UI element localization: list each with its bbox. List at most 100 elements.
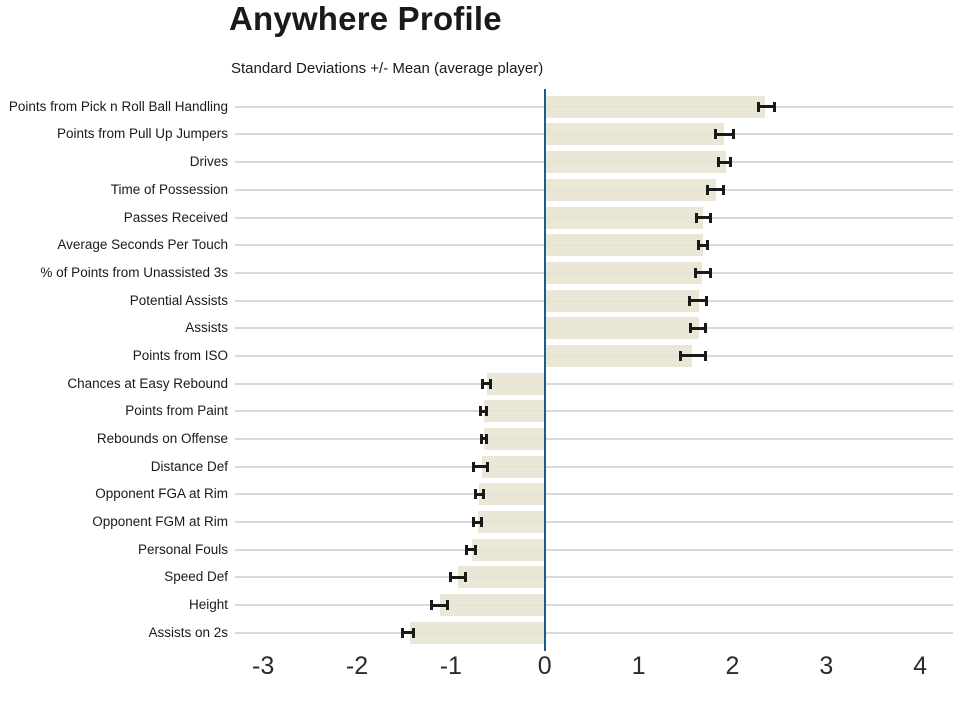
x-tick-label-neg2: -2 [345,652,369,680]
category-label-assists: Assists [185,320,228,336]
bar-speed-def [458,566,545,589]
error-bar-cap-high [474,544,478,555]
error-bar-line [480,437,487,441]
error-bar-cap-high [412,627,416,638]
error-bar-line [402,631,415,635]
error-bar-cap-low [696,240,700,251]
category-label-points-from-paint: Points from Paint [125,403,228,419]
error-bar-cap-high [705,295,709,306]
error-bar-cap-low [448,572,452,583]
bar-potential-assists [544,289,699,312]
chart-subtitle: Standard Deviations +/- Mean (average pl… [231,60,544,77]
category-label-personal-fouls: Personal Fouls [137,541,228,557]
error-bar-cap-low [401,627,405,638]
category-label-points-from-pick-n-roll-ball-handling: Points from Pick n Roll Ball Handling [8,98,228,114]
bar-drives [544,151,726,174]
bar-of-points-from-unassisted-3s [544,261,703,284]
error-bar-line [679,354,707,358]
bar-rebounds-on-offense [483,427,545,450]
bar-average-seconds-per-touch [544,234,704,257]
bar-passes-received [544,206,704,229]
row-gridline [235,465,953,468]
row-gridline [235,521,953,523]
bar-points-from-paint [483,400,545,423]
error-bar-cap-high [729,157,733,168]
category-label-chances-at-easy-rebound: Chances at Easy Rebound [67,375,228,391]
error-bar-line [697,243,709,247]
error-bar-line [689,299,708,303]
category-label-distance-def: Distance Def [150,458,228,474]
category-label-assists-on-2s: Assists on 2s [148,624,228,640]
x-tick-label-3: 3 [819,652,834,680]
error-bar-line [431,603,449,607]
row-gridline [235,410,953,413]
error-bar-cap-low [713,129,717,140]
bar-points-from-pick-n-roll-ball-handling [544,95,766,118]
bar-distance-def [481,455,545,478]
error-bar-cap-high [463,572,467,583]
category-label-opponent-fgm-at-rim: Opponent FGM at Rim [92,514,228,529]
error-bar-cap-high [708,267,712,278]
row-gridline [235,382,953,385]
row-gridline [235,604,953,607]
error-bar-cap-low [756,101,760,112]
x-tick-label-4: 4 [913,652,928,680]
error-bar-cap-low [474,489,478,500]
error-bar-cap-high [484,406,488,417]
zero-reference-line [543,89,546,651]
x-tick-label-neg3: -3 [252,652,275,680]
category-label-speed-def: Speed Def [164,569,228,585]
bar-opponent-fga-at-rim [479,483,545,506]
error-bar-cap-high [706,240,710,251]
bar-points-from-iso [544,344,693,367]
category-label-height: Height [188,597,228,613]
error-bar-cap-low [430,600,434,611]
x-tick-label-1: 1 [631,652,646,680]
error-bar-cap-low [694,212,698,223]
bar-assists-on-2s [409,621,545,644]
x-tick-label-0: 0 [537,652,552,680]
error-bar-cap-low [693,267,697,278]
bar-personal-fouls [471,538,545,561]
error-bar-cap-high [446,600,450,611]
error-bar-line [449,575,466,579]
category-label-points-from-pull-up-jumpers: Points from Pull Up Jumpers [56,126,228,142]
error-bar-line [714,132,735,136]
error-bar-line [465,548,477,552]
bar-assists [544,317,699,340]
bar-time-of-possession [544,178,717,201]
x-tick-label-2: 2 [725,652,740,680]
category-label-rebounds-on-offense: Rebounds on Offense [96,430,228,446]
row-gridline [235,631,953,634]
error-bar-cap-low [689,323,693,334]
bar-points-from-pull-up-jumpers [544,123,724,146]
error-bar-cap-high [481,489,485,500]
error-bar-cap-low [717,157,721,168]
error-bar-cap-low [464,544,468,555]
category-label-points-from-iso: Points from ISO [132,347,228,363]
error-bar-line [757,105,775,109]
category-label-of-points-from-unassisted-3s: % of Points from Unassisted 3s [40,264,228,280]
category-label-passes-received: Passes Received [123,209,228,225]
error-bar-line [479,409,487,413]
error-bar-cap-low [480,378,484,389]
row-gridline [235,548,953,551]
chart-title: Anywhere Profile [229,0,502,37]
category-label-drives: Drives [189,154,228,170]
error-bar-line [695,216,711,220]
error-bar-line [473,520,482,524]
category-label-opponent-fga-at-rim: Opponent FGA at Rim [95,486,228,502]
bar-height [439,594,545,617]
error-bar-line [481,382,492,386]
x-tick-label-neg1: -1 [439,652,462,680]
error-bar-cap-high [772,101,776,112]
error-bar-cap-low [478,406,482,417]
error-bar-cap-low [472,461,476,472]
error-bar-cap-high [732,129,736,140]
error-bar-line [690,326,707,330]
bar-opponent-fgm-at-rim [478,511,545,533]
row-gridline [235,437,953,440]
error-bar-line [718,160,732,164]
